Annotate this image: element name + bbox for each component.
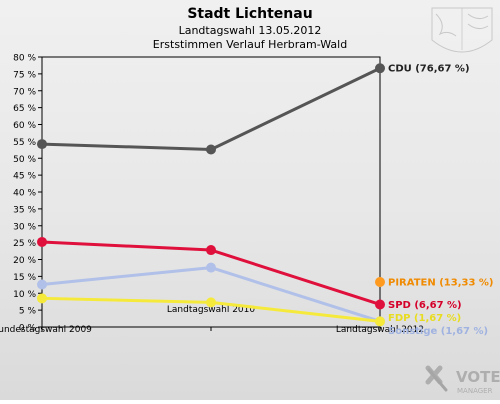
y-tick-label: 25 % [13, 239, 36, 249]
y-axis: 0 % 5 % 10 % 15 % 20 % 25 % 30 % 35 % 40 % 45 % 50… [13, 54, 42, 334]
series-line-cdu [41, 66, 381, 151]
logo-text-vote: VOTE [456, 368, 500, 386]
y-tick-label: 65 % [13, 104, 36, 114]
end-label-sonstige: Sonstige (1,67 %) [388, 326, 488, 337]
y-tick-label: 40 % [13, 189, 36, 199]
data-point-fdp [206, 297, 216, 308]
x-tick-label: Landtagswahl 2010 [167, 305, 256, 315]
end-label-cdu: CDU (76,67 %) [388, 64, 470, 75]
chart-subtitle-district: Erststimmen Verlauf Herbram-Wald [153, 38, 347, 51]
y-tick-label: 70 % [13, 87, 36, 97]
y-tick-label: 60 % [13, 121, 36, 131]
chart-title: Stadt Lichtenau [187, 6, 312, 22]
logo-text-manager: MANAGER [457, 387, 493, 395]
data-point-sonstige [206, 262, 216, 273]
vote-manager-logo: VOTE MANAGER [425, 365, 500, 395]
end-label-piraten: PIRATEN (13,33 %) [388, 278, 494, 289]
x-mark-icon [425, 365, 448, 392]
y-tick-label: 80 % [13, 54, 36, 64]
end-label-layer: CDU (76,67 %) SPD (6,67 %) Sonstige (1,67 … [388, 64, 494, 337]
data-point-cdu [206, 144, 216, 155]
y-tick-label: 20 % [13, 256, 36, 266]
y-tick-label: 50 % [13, 155, 36, 165]
y-tick-label: 35 % [13, 205, 36, 215]
data-point-spd [206, 245, 216, 256]
x-tick-label: Bundestagswahl 2009 [0, 325, 92, 335]
data-point-cdu [37, 139, 47, 150]
y-tick-label: 55 % [13, 138, 36, 148]
end-label-fdp: FDP (1,67 %) [388, 313, 461, 324]
y-tick-label: 0 % [19, 324, 37, 334]
y-tick-label: 15 % [13, 273, 36, 283]
data-point-fdp [375, 316, 385, 327]
data-point-piraten [375, 277, 385, 288]
data-point-fdp [37, 293, 47, 304]
y-tick-label: 45 % [13, 172, 36, 182]
data-point-spd [37, 236, 47, 247]
y-tick-label: 10 % [13, 290, 36, 300]
y-tick-label: 30 % [13, 222, 36, 232]
series-layer [37, 63, 385, 327]
data-point-sonstige [37, 279, 47, 290]
data-point-spd [375, 299, 385, 310]
y-tick-label: 75 % [13, 70, 36, 80]
data-point-cdu [375, 63, 385, 74]
x-tick-label: Landtagswahl 2012 [336, 325, 424, 335]
chart-subtitle-date: Landtagswahl 13.05.2012 [179, 24, 322, 37]
x-axis: Bundestagswahl 2009 Landtagswahl 2010 Land… [0, 305, 424, 335]
plot-area [41, 56, 381, 328]
end-label-spd: SPD (6,67 %) [388, 300, 462, 311]
y-tick-label: 5 % [19, 307, 37, 317]
nrw-crest-icon [431, 7, 493, 53]
